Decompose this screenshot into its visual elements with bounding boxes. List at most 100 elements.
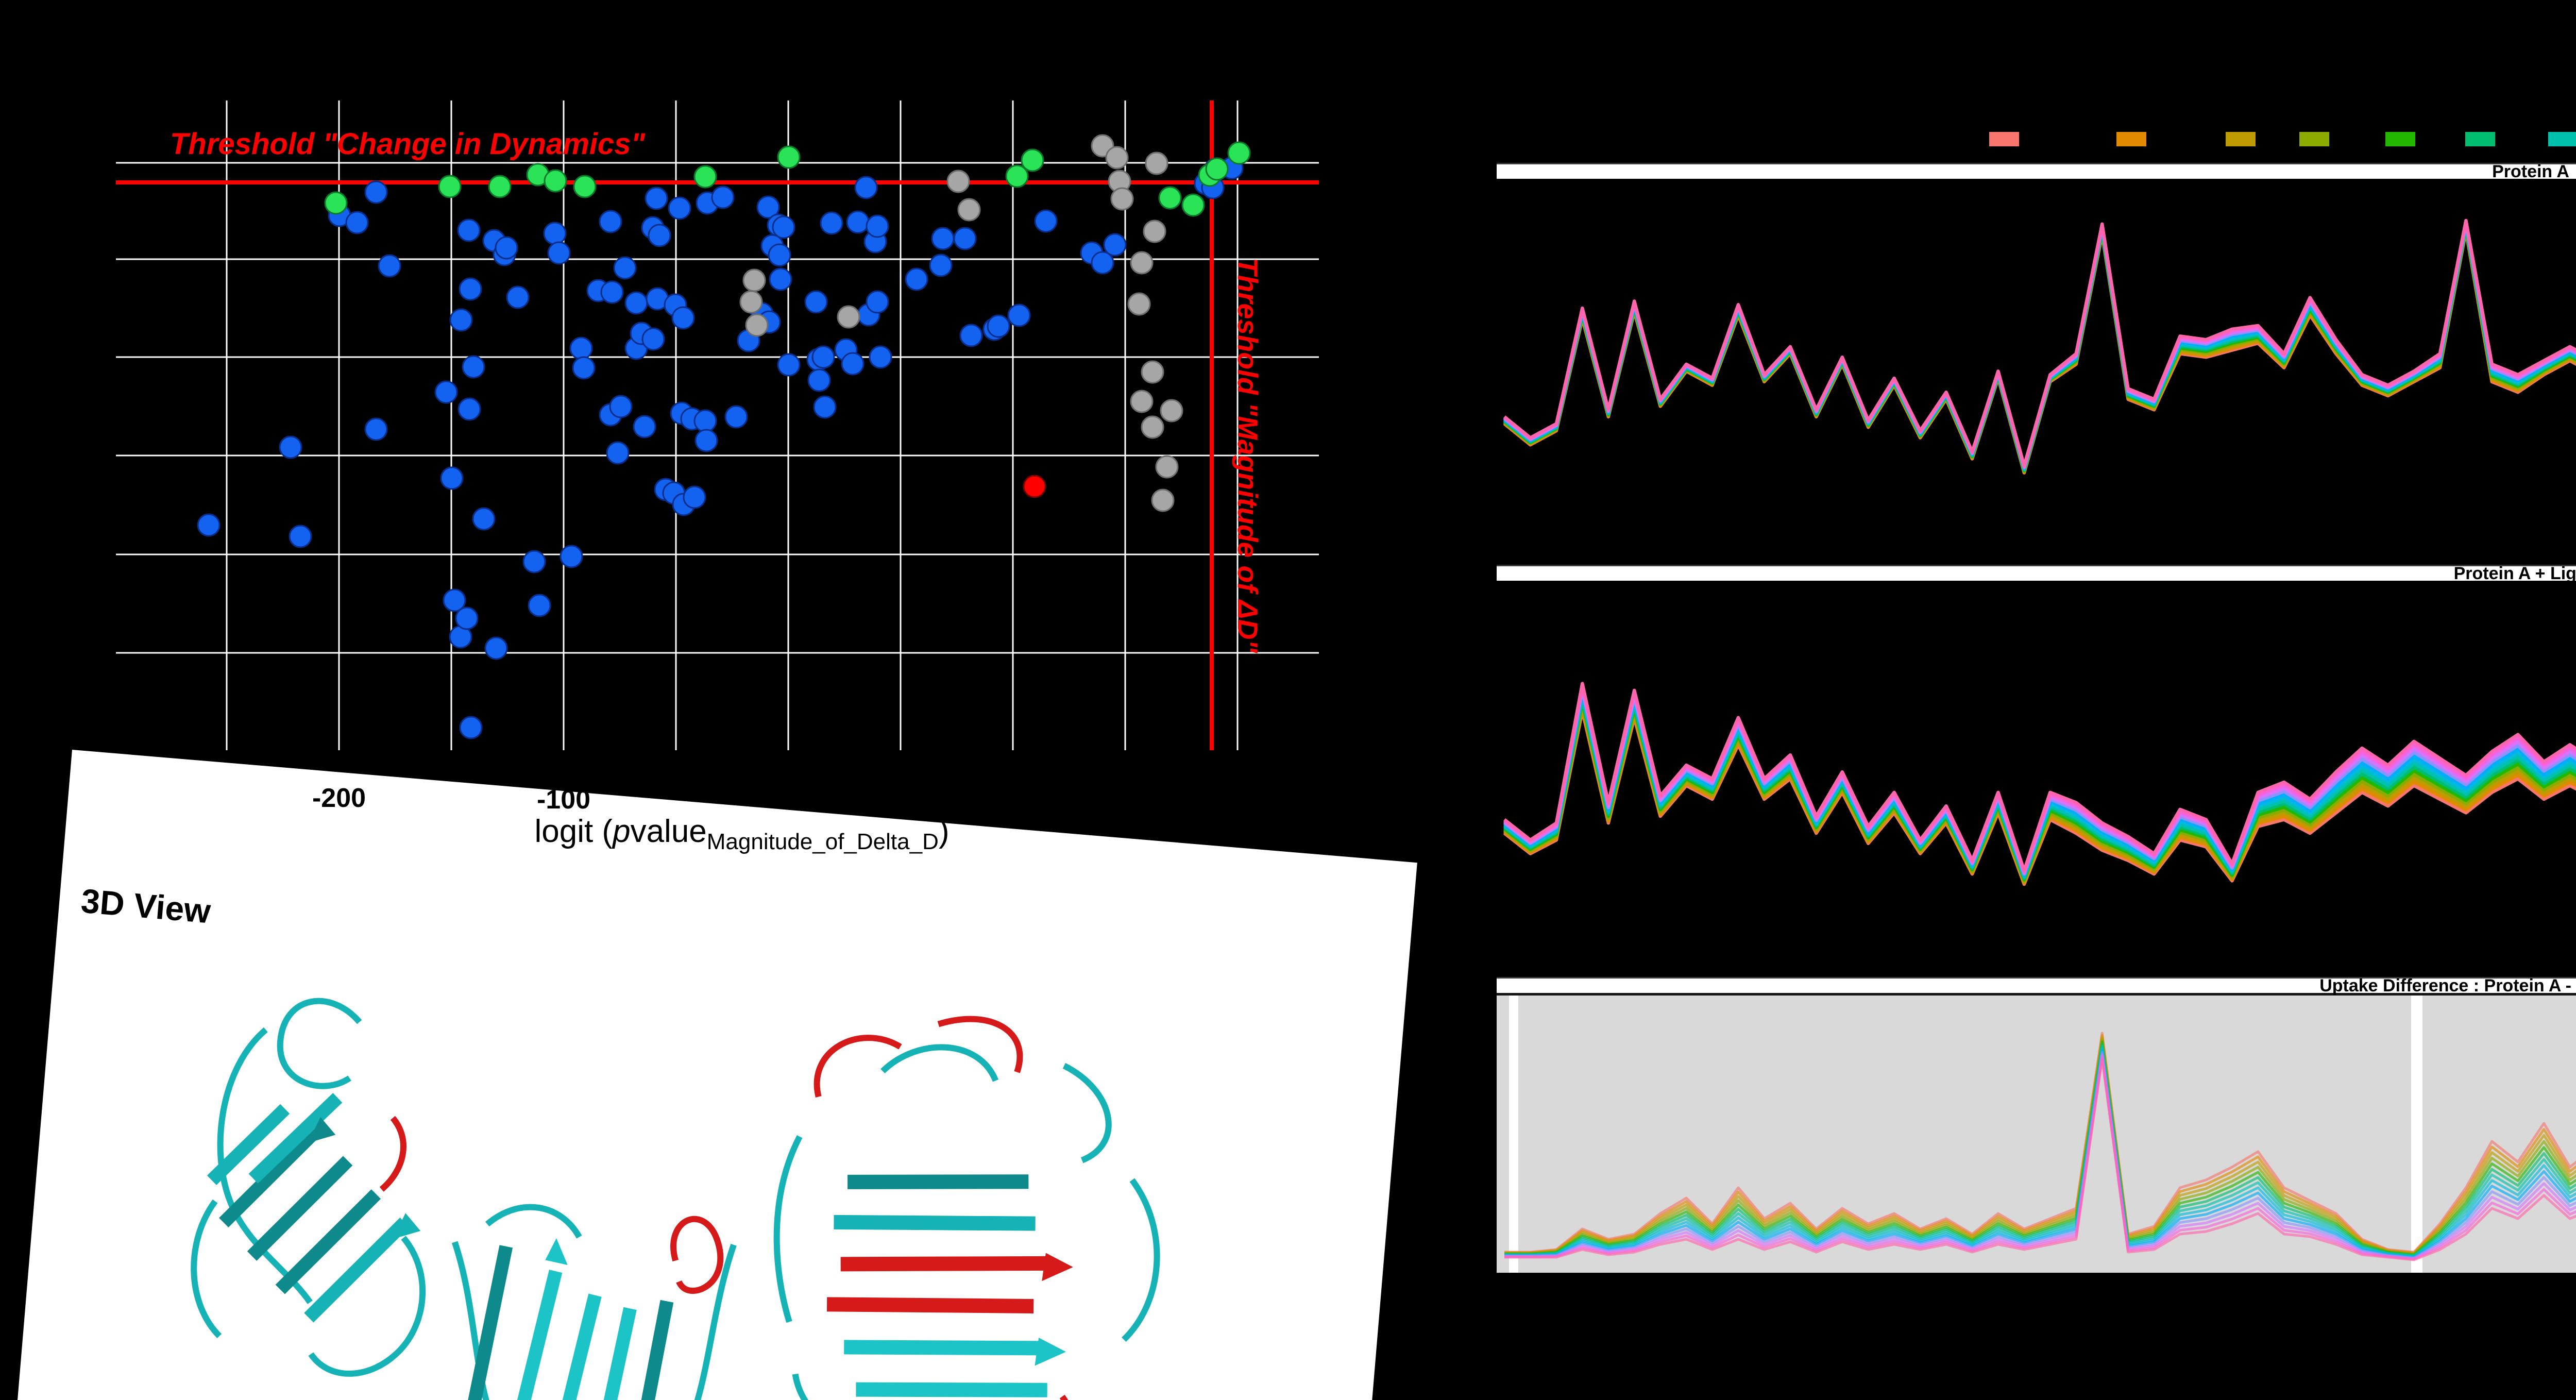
scatter-point-below-threshold: [683, 485, 706, 509]
chart-title-protein-a: Protein A: [2492, 162, 2569, 181]
scatter-point-below-threshold: [929, 254, 953, 277]
uptake-series-line-10: [1503, 221, 2576, 469]
uptake-series-line-0: [1504, 1032, 2576, 1254]
scatter-point-below-threshold: [572, 356, 596, 380]
scatter-point-below-threshold: [609, 395, 633, 418]
x-axis-label-suffix: ): [938, 814, 950, 849]
scatter-point-below-threshold: [846, 210, 870, 234]
uptake-series-line-1: [1503, 228, 2576, 474]
scatter-point-below-threshold: [668, 196, 691, 220]
scatter-point-below-threshold: [364, 180, 388, 204]
scatter-point-below-threshold: [768, 243, 791, 267]
scatter-point-excluded-gray: [1105, 146, 1129, 170]
scatter-point-significant-green: [573, 175, 597, 198]
x-axis-label-value: value: [630, 814, 707, 849]
scatter-point-below-threshold: [820, 211, 843, 235]
scatter-point-below-threshold: [462, 355, 485, 379]
scatter-point-significant-green: [1227, 141, 1251, 165]
uptake-series-line-3: [1504, 1038, 2576, 1256]
scatter-point-below-threshold: [364, 417, 388, 441]
scatter-point-excluded-gray: [946, 170, 970, 193]
legend-swatch-1: [2116, 132, 2146, 146]
legend-swatch-5: [2465, 132, 2495, 146]
scatter-point-below-threshold: [1103, 233, 1127, 257]
uptake-chart-protein-a-ligand: [1503, 682, 2576, 886]
scatter-point-below-threshold: [443, 588, 466, 612]
uptake-series-line-5: [1503, 225, 2576, 472]
scatter-point-below-threshold: [378, 254, 401, 278]
uptake-series-line-12: [1504, 1057, 2576, 1261]
scatter-point-excluded-gray: [1151, 488, 1175, 512]
scatter-point-excluded-gray: [1141, 360, 1164, 384]
scatter-point-below-threshold: [434, 380, 458, 404]
scatter-point-excluded-gray: [1130, 390, 1154, 413]
scatter-point-below-threshold: [854, 176, 878, 199]
legend-swatch-4: [2385, 132, 2415, 146]
scatter-point-excluded-gray: [957, 198, 981, 222]
uptake-series-line-6: [1503, 224, 2576, 471]
scatter-point-below-threshold: [866, 214, 889, 238]
chart-title-protein-a-ligand: Protein A + Ligand: [2453, 564, 2576, 583]
uptake-difference-chart: [1497, 995, 2576, 1273]
protein-ribbon: [191, 998, 1160, 1400]
scatter-point-significant-green: [1205, 157, 1229, 181]
scatter-point-below-threshold: [484, 636, 508, 660]
uptake-series-line-4: [1503, 226, 2576, 473]
scatter-point-significant-green: [1158, 186, 1182, 210]
scatter-point-excluded-gray: [1155, 455, 1179, 479]
scatter-point-below-threshold: [953, 227, 977, 250]
chart-title-uptake-difference: Uptake Difference : Protein A - (Protein…: [2319, 976, 2576, 996]
uptake-series-line-6: [1504, 1044, 2576, 1257]
uptake-series-line-7: [1504, 1047, 2576, 1258]
scatter-point-below-threshold: [724, 405, 748, 429]
uptake-series-line-4: [1504, 1040, 2576, 1256]
3d-view-panel: 3D View: [7, 750, 1417, 1400]
scatter-point-excluded-gray: [837, 305, 860, 329]
scatter-point-significant-green: [1021, 148, 1044, 172]
chart-title-bar-protein-a-ligand: Protein A + Ligand: [1497, 564, 2576, 583]
scatter-point-significant-green: [1005, 164, 1029, 188]
scatter-point-below-threshold: [645, 187, 668, 210]
scatter-point-below-threshold: [459, 277, 482, 301]
scatter-point-below-threshold: [495, 236, 518, 260]
scatter-point-outlier-red: [1023, 475, 1046, 498]
scatter-point-below-threshold: [811, 345, 835, 369]
scatter-point-below-threshold: [457, 218, 481, 242]
uptake-series-line-8: [1504, 1049, 2576, 1259]
legend-swatch-0: [1989, 132, 2019, 146]
scatter-point-excluded-gray: [1141, 415, 1164, 439]
scatter-point-excluded-gray: [1130, 251, 1154, 275]
scatter-point-below-threshold: [769, 267, 792, 291]
uptake-series-line-3: [1503, 702, 2576, 883]
scatter-point-below-threshold: [543, 222, 567, 245]
scatter-point-significant-green: [693, 165, 717, 189]
uptake-series-line-9: [1504, 1051, 2576, 1259]
scatter-point-below-threshold: [613, 256, 637, 280]
scatter-point-below-threshold: [777, 353, 801, 377]
scatter-point-excluded-gray: [739, 290, 763, 314]
scatter-point-below-threshold: [756, 195, 780, 219]
x-axis-label-p: p: [613, 814, 631, 849]
scatter-point-excluded-gray: [745, 313, 769, 337]
scatter-point-significant-green: [488, 175, 512, 198]
x-tick-neg100: -100: [536, 785, 591, 815]
diff-missing-data-band: [2411, 995, 2422, 1273]
scatter-point-excluded-gray: [1145, 151, 1168, 175]
scatter-point-excluded-gray: [742, 268, 766, 292]
scatter-point-below-threshold: [459, 716, 483, 739]
uptake-chart-protein-a: [1503, 218, 2576, 475]
scatter-point-below-threshold: [606, 441, 630, 465]
scatter-point-below-threshold: [547, 241, 571, 265]
3d-view-title: 3D View: [79, 881, 212, 931]
scatter-point-below-threshold: [813, 395, 837, 419]
scatter-point-below-threshold: [440, 466, 464, 490]
scatter-point-below-threshold: [804, 290, 828, 314]
x-axis-label-subscript: Magnitude_of_Delta_D: [706, 829, 939, 854]
scatter-point-below-threshold: [569, 336, 593, 360]
uptake-series-line-1: [1504, 1034, 2576, 1254]
scatter-point-below-threshold: [1091, 251, 1114, 275]
scatter-point-below-threshold: [905, 267, 928, 291]
uptake-series-line-2: [1503, 227, 2576, 474]
uptake-series-line-5: [1504, 1042, 2576, 1257]
x-axis-label-prefix: logit (: [534, 814, 613, 849]
